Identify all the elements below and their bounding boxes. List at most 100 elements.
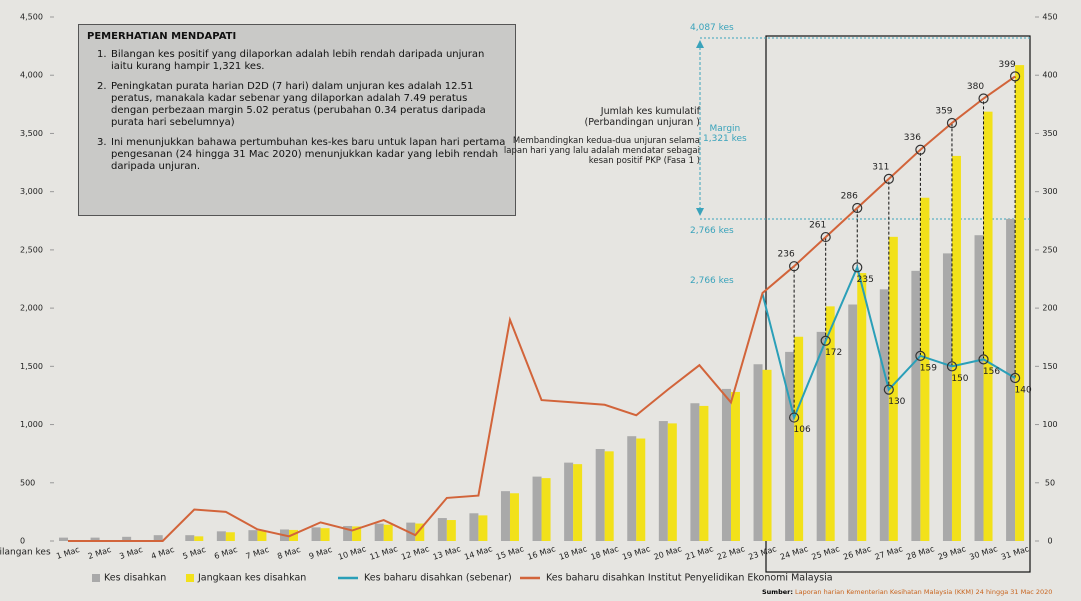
bar (374, 523, 384, 541)
bar (59, 537, 68, 541)
point (820, 231, 831, 243)
bar (406, 522, 416, 541)
note-num: 3. (97, 137, 107, 148)
data-label: 140 (1015, 385, 1032, 395)
x-tick-label: 16 Mac (526, 544, 556, 562)
bar (636, 438, 646, 541)
x-tick-label: 26 Mac (842, 544, 872, 562)
bar (343, 525, 353, 541)
point (915, 144, 926, 155)
x-tick-label: 4 Mac (150, 545, 175, 561)
x-tick-label: 11 Mac (369, 544, 399, 562)
bar (573, 464, 583, 541)
bar (153, 535, 163, 541)
source-label: Sumber: (762, 588, 793, 596)
bar (721, 388, 731, 541)
notes-box: PEMERHATIAN MENDAPATI 1. Bilangan kes pos… (78, 24, 516, 216)
point (820, 335, 831, 346)
bar (762, 369, 772, 541)
bar (122, 536, 132, 541)
legend-label: Kes baharu disahkan (sebenar) (364, 573, 512, 584)
annotation: 2,766 kes (690, 276, 734, 286)
bar (658, 421, 668, 541)
point (915, 350, 926, 361)
annotation-comment: Membandingkan kedua-dua unjuran selama l… (503, 136, 700, 166)
bar (532, 476, 542, 541)
y2-tick-label: 50 (1045, 478, 1055, 487)
bar (785, 351, 795, 541)
bar (383, 524, 393, 541)
x-tick-label: 10 Mac (337, 544, 367, 562)
x-tick-label: 15 Mac (495, 544, 525, 562)
bar (1015, 65, 1025, 541)
bar (248, 530, 258, 541)
bar (825, 306, 835, 541)
bar (604, 451, 614, 541)
bar (730, 391, 740, 541)
data-label: 106 (794, 425, 811, 435)
point (883, 384, 894, 395)
y2-tick-label: 450 (1042, 13, 1057, 22)
y-tick-label: 2,500 (20, 245, 43, 254)
legend-swatch (92, 574, 100, 582)
point (978, 93, 989, 104)
y2-tick-label: 250 (1042, 245, 1057, 254)
source: Sumber: Laporan harian Kementerian Kesih… (762, 588, 1052, 596)
y-tick-label: 2,000 (20, 304, 43, 313)
note: 1. Bilangan kes positif yang dilaporkan a… (97, 49, 507, 73)
bar (879, 289, 889, 541)
y-tick-label: 500 (20, 478, 35, 487)
annotation: Margin 1,321 kes (703, 124, 747, 144)
notes-title: PEMERHATIAN MENDAPATI (87, 31, 237, 42)
x-tick-label: 13 Mac (432, 544, 462, 562)
y2-tick-label: 350 (1042, 129, 1057, 138)
x-tick-label: 3 Mac (118, 545, 143, 561)
x-tick-label: 5 Mac (182, 545, 207, 561)
x-tick-label: 18 Mac (558, 544, 588, 562)
y2-tick-label: 0 (1047, 537, 1052, 546)
annotation: 2,766 kes (690, 226, 734, 236)
x-tick-label: 18 Mac (590, 544, 620, 562)
x-tick-label: 8 Mac (276, 545, 301, 561)
y2-tick-label: 400 (1042, 71, 1057, 80)
bar (257, 530, 267, 541)
bar (848, 304, 858, 541)
bar (320, 528, 330, 541)
margin-value: 1,321 kes (703, 134, 747, 144)
note-text: Bilangan kes positif yang dilaporkan ada… (111, 49, 485, 72)
data-label: 235 (857, 275, 874, 285)
point (946, 361, 958, 372)
data-label: 159 (920, 363, 937, 373)
bar (469, 513, 479, 541)
bar (794, 336, 804, 541)
point (1009, 71, 1021, 82)
note: 2. Peningkatan purata harian D2D (7 hari)… (97, 81, 507, 129)
point (852, 262, 863, 273)
note-text: Peningkatan purata harian D2D (7 hari) d… (111, 81, 486, 128)
data-label: 130 (888, 397, 905, 407)
bar (699, 405, 709, 541)
bar (500, 491, 510, 541)
x-tick-label: 2 Mac (87, 545, 112, 561)
data-label: 172 (825, 348, 842, 358)
line (68, 75, 1016, 542)
bar (446, 520, 456, 541)
y-tick-label: 4,000 (20, 71, 43, 80)
y-tick-label: 3,500 (20, 129, 43, 138)
point (789, 261, 800, 272)
bar (509, 493, 519, 541)
line (761, 264, 1016, 421)
x-tick-label: 19 Mac (621, 544, 651, 562)
x-tick-label: 20 Mac (653, 544, 683, 562)
data-label: 286 (841, 191, 858, 201)
bar (225, 532, 235, 541)
x-tick-label: 29 Mac (937, 544, 967, 562)
bar (920, 197, 930, 541)
bar (983, 111, 993, 541)
heading: Jumlah kes kumulatif (600, 106, 700, 117)
annotation: 4,087 kes (690, 23, 734, 33)
bar (437, 518, 447, 541)
bar (185, 535, 195, 541)
data-label: 261 (809, 221, 826, 231)
